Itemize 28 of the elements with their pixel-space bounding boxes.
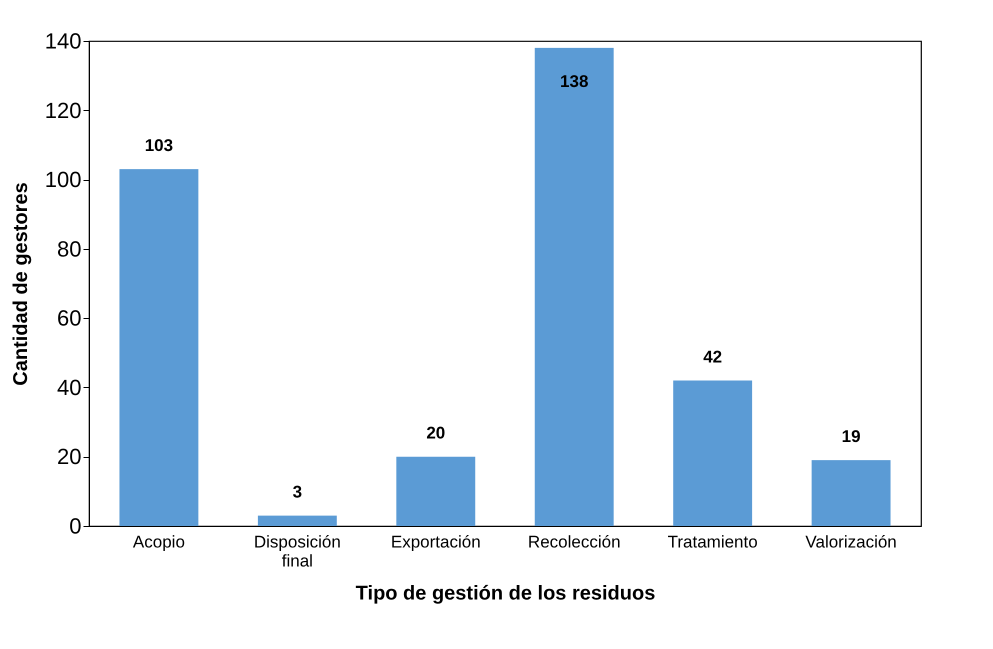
bar [396,456,476,526]
y-tick-label: 60 [57,306,82,331]
y-axis-title: Cantidad de gestores [10,182,32,386]
x-tick-label: Valorización [805,532,897,552]
bar [812,460,891,526]
data-label: 3 [292,482,302,502]
bar [119,169,198,526]
bar [534,48,614,526]
x-tick-label: Recolección [528,532,621,552]
y-tick-label: 20 [57,444,82,470]
bar [673,380,752,526]
data-label: 42 [703,348,722,366]
data-label: 103 [144,136,174,156]
y-tick-label: 0 [69,514,82,538]
x-tick-label: Tratamiento [668,532,758,552]
x-axis-title: Tipo de gestión de los residuos [356,582,656,604]
y-tick-label: 120 [44,98,82,123]
x-tick-label: Disposición final [254,532,341,570]
y-tick-label: 140 [44,28,82,54]
bar [258,516,337,526]
y-tick-label: 100 [44,167,82,192]
data-label: 20 [426,424,446,443]
y-tick-label: 80 [57,236,82,262]
x-tick-label: Exportación [390,532,481,552]
x-tick-label: Acopio [132,532,185,552]
data-label: 19 [842,427,861,446]
data-label: 138 [560,72,588,91]
y-tick-label: 40 [57,374,82,400]
